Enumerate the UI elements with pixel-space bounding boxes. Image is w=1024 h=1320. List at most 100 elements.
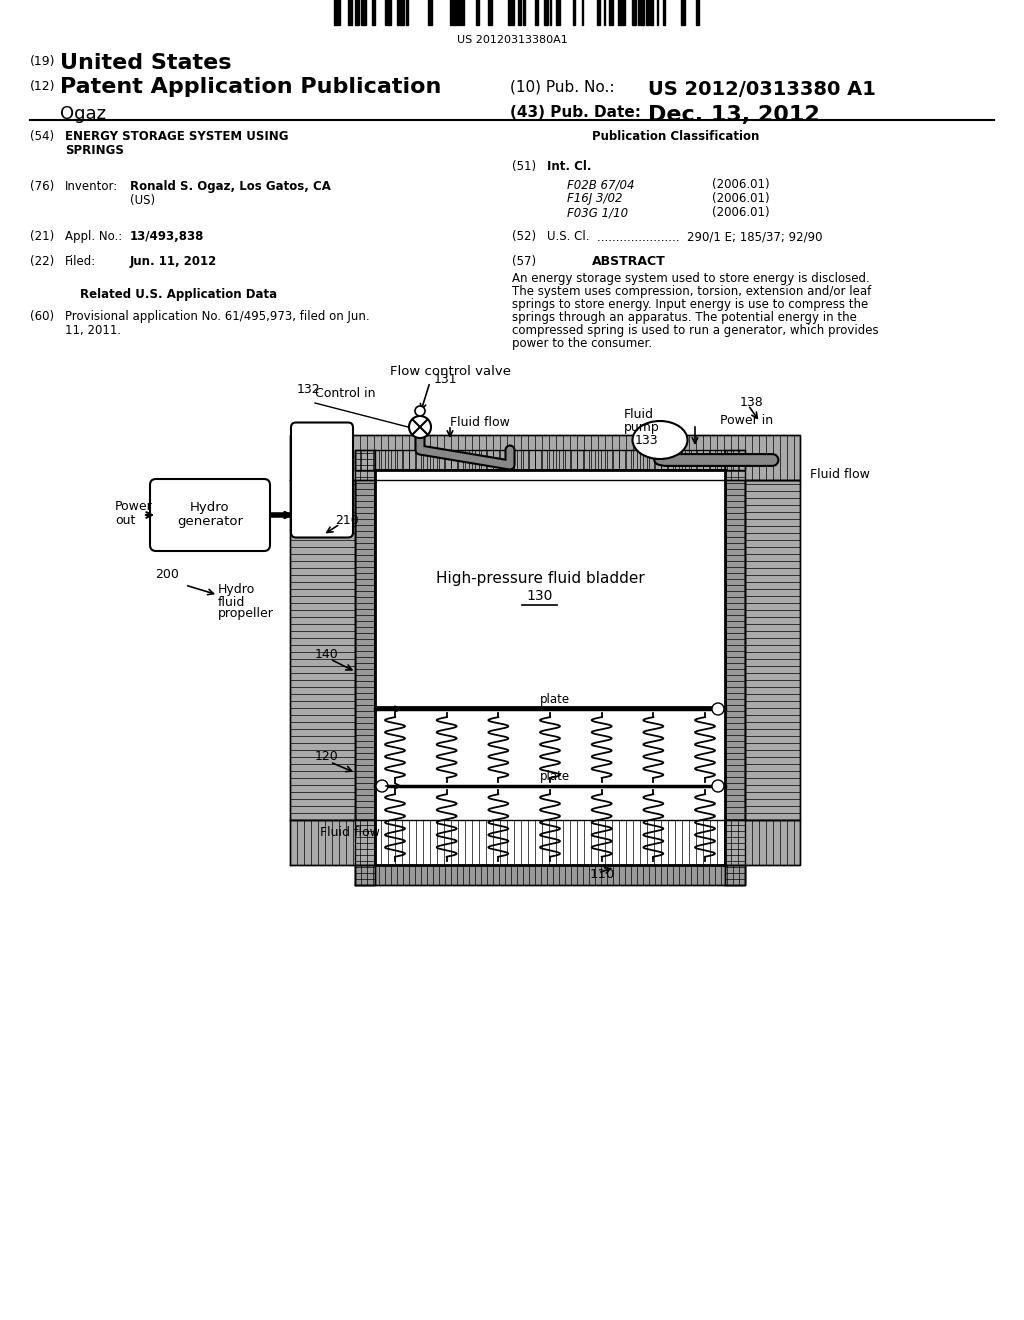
Text: (10) Pub. No.:: (10) Pub. No.: <box>510 81 614 95</box>
Text: 11, 2011.: 11, 2011. <box>65 323 121 337</box>
Bar <box>609 0 613 25</box>
Text: (54): (54) <box>30 129 54 143</box>
Text: ENERGY STORAGE SYSTEM USING: ENERGY STORAGE SYSTEM USING <box>65 129 289 143</box>
Bar <box>632 0 636 25</box>
Circle shape <box>409 416 431 438</box>
Text: 110: 110 <box>590 869 615 882</box>
Text: Publication Classification: Publication Classification <box>592 129 760 143</box>
Bar <box>401 0 404 25</box>
Text: 140: 140 <box>315 648 339 661</box>
Text: (22): (22) <box>30 255 54 268</box>
Text: US 20120313380A1: US 20120313380A1 <box>457 36 567 45</box>
Text: 138: 138 <box>740 396 764 408</box>
Text: Control in: Control in <box>315 387 376 400</box>
Text: ABSTRACT: ABSTRACT <box>592 255 666 268</box>
Text: US 2012/0313380 A1: US 2012/0313380 A1 <box>648 81 876 99</box>
Bar <box>621 0 625 25</box>
Bar <box>725 450 745 884</box>
Text: Fluid flow: Fluid flow <box>319 826 380 840</box>
Bar <box>696 0 698 25</box>
Bar <box>387 0 391 25</box>
Text: 131: 131 <box>434 374 458 385</box>
Text: (52): (52) <box>512 230 537 243</box>
Bar <box>290 480 355 820</box>
Bar <box>430 0 432 25</box>
Bar <box>618 0 621 25</box>
Text: Filed:: Filed: <box>65 255 96 268</box>
Text: F03G 1/10: F03G 1/10 <box>567 206 628 219</box>
Bar <box>544 0 548 25</box>
Text: springs through an apparatus. The potential energy in the: springs through an apparatus. The potent… <box>512 312 857 323</box>
Text: 120: 120 <box>315 751 339 763</box>
Text: An energy storage system used to store energy is disclosed.: An energy storage system used to store e… <box>512 272 869 285</box>
Text: F02B 67/04: F02B 67/04 <box>567 178 635 191</box>
Circle shape <box>415 407 425 416</box>
Bar <box>650 0 653 25</box>
Text: (19): (19) <box>30 55 55 69</box>
Text: (21): (21) <box>30 230 54 243</box>
Text: (51): (51) <box>512 160 537 173</box>
Bar <box>457 0 459 25</box>
Text: Power: Power <box>115 500 153 513</box>
Bar <box>348 0 352 25</box>
Text: Appl. No.:: Appl. No.: <box>65 230 122 243</box>
FancyBboxPatch shape <box>150 479 270 550</box>
Text: Fluid flow: Fluid flow <box>450 417 510 429</box>
Text: plate: plate <box>540 770 570 783</box>
Text: Jun. 11, 2012: Jun. 11, 2012 <box>130 255 217 268</box>
Bar <box>557 0 560 25</box>
Text: The system uses compression, torsion, extension and/or leaf: The system uses compression, torsion, ex… <box>512 285 871 298</box>
Text: 133: 133 <box>635 434 658 447</box>
Bar <box>640 0 644 25</box>
Bar <box>488 0 492 25</box>
Bar <box>476 0 479 25</box>
Text: U.S. Cl.: U.S. Cl. <box>547 230 590 243</box>
Text: (2006.01): (2006.01) <box>712 178 770 191</box>
Text: springs to store energy. Input energy is use to compress the: springs to store energy. Input energy is… <box>512 298 868 312</box>
Bar <box>683 0 685 25</box>
Text: Inventor:: Inventor: <box>65 180 118 193</box>
Bar <box>397 0 401 25</box>
Text: (US): (US) <box>130 194 155 207</box>
Text: generator: generator <box>177 516 243 528</box>
Text: (60): (60) <box>30 310 54 323</box>
Bar <box>290 436 800 480</box>
Text: (2006.01): (2006.01) <box>712 191 770 205</box>
Text: Dec. 13, 2012: Dec. 13, 2012 <box>648 106 820 125</box>
Text: propeller: propeller <box>218 607 273 620</box>
Text: Fluid flow: Fluid flow <box>810 469 869 482</box>
Text: Hydro: Hydro <box>190 502 229 515</box>
Text: Int. Cl.: Int. Cl. <box>547 160 592 173</box>
Text: Patent Application Publication: Patent Application Publication <box>60 77 441 96</box>
Text: Provisional application No. 61/495,973, filed on Jun.: Provisional application No. 61/495,973, … <box>65 310 370 323</box>
Circle shape <box>712 704 724 715</box>
Text: (12): (12) <box>30 81 55 92</box>
Text: power to the consumer.: power to the consumer. <box>512 337 652 350</box>
Text: pump: pump <box>624 421 659 433</box>
Text: Related U.S. Application Data: Related U.S. Application Data <box>80 288 278 301</box>
Text: 200: 200 <box>155 569 179 582</box>
Bar <box>573 0 575 25</box>
Bar <box>452 0 456 25</box>
Text: 210: 210 <box>335 513 358 527</box>
Bar <box>406 0 408 25</box>
Text: compressed spring is used to run a generator, which provides: compressed spring is used to run a gener… <box>512 323 879 337</box>
Ellipse shape <box>633 421 687 459</box>
FancyBboxPatch shape <box>291 422 353 537</box>
Bar <box>535 0 538 25</box>
Text: F16J 3/02: F16J 3/02 <box>567 191 623 205</box>
Bar <box>375 470 725 865</box>
Text: High-pressure fluid bladder: High-pressure fluid bladder <box>435 572 644 586</box>
Bar <box>512 0 514 25</box>
Bar <box>356 0 359 25</box>
Text: 132: 132 <box>297 383 321 396</box>
Bar <box>355 450 375 884</box>
Text: plate: plate <box>540 693 570 706</box>
Text: Ogaz: Ogaz <box>60 106 106 123</box>
Bar <box>290 820 800 865</box>
Text: 13/493,838: 13/493,838 <box>130 230 205 243</box>
Bar <box>334 0 338 25</box>
Text: (43) Pub. Date:: (43) Pub. Date: <box>510 106 641 120</box>
Circle shape <box>712 780 724 792</box>
Bar <box>355 865 745 884</box>
